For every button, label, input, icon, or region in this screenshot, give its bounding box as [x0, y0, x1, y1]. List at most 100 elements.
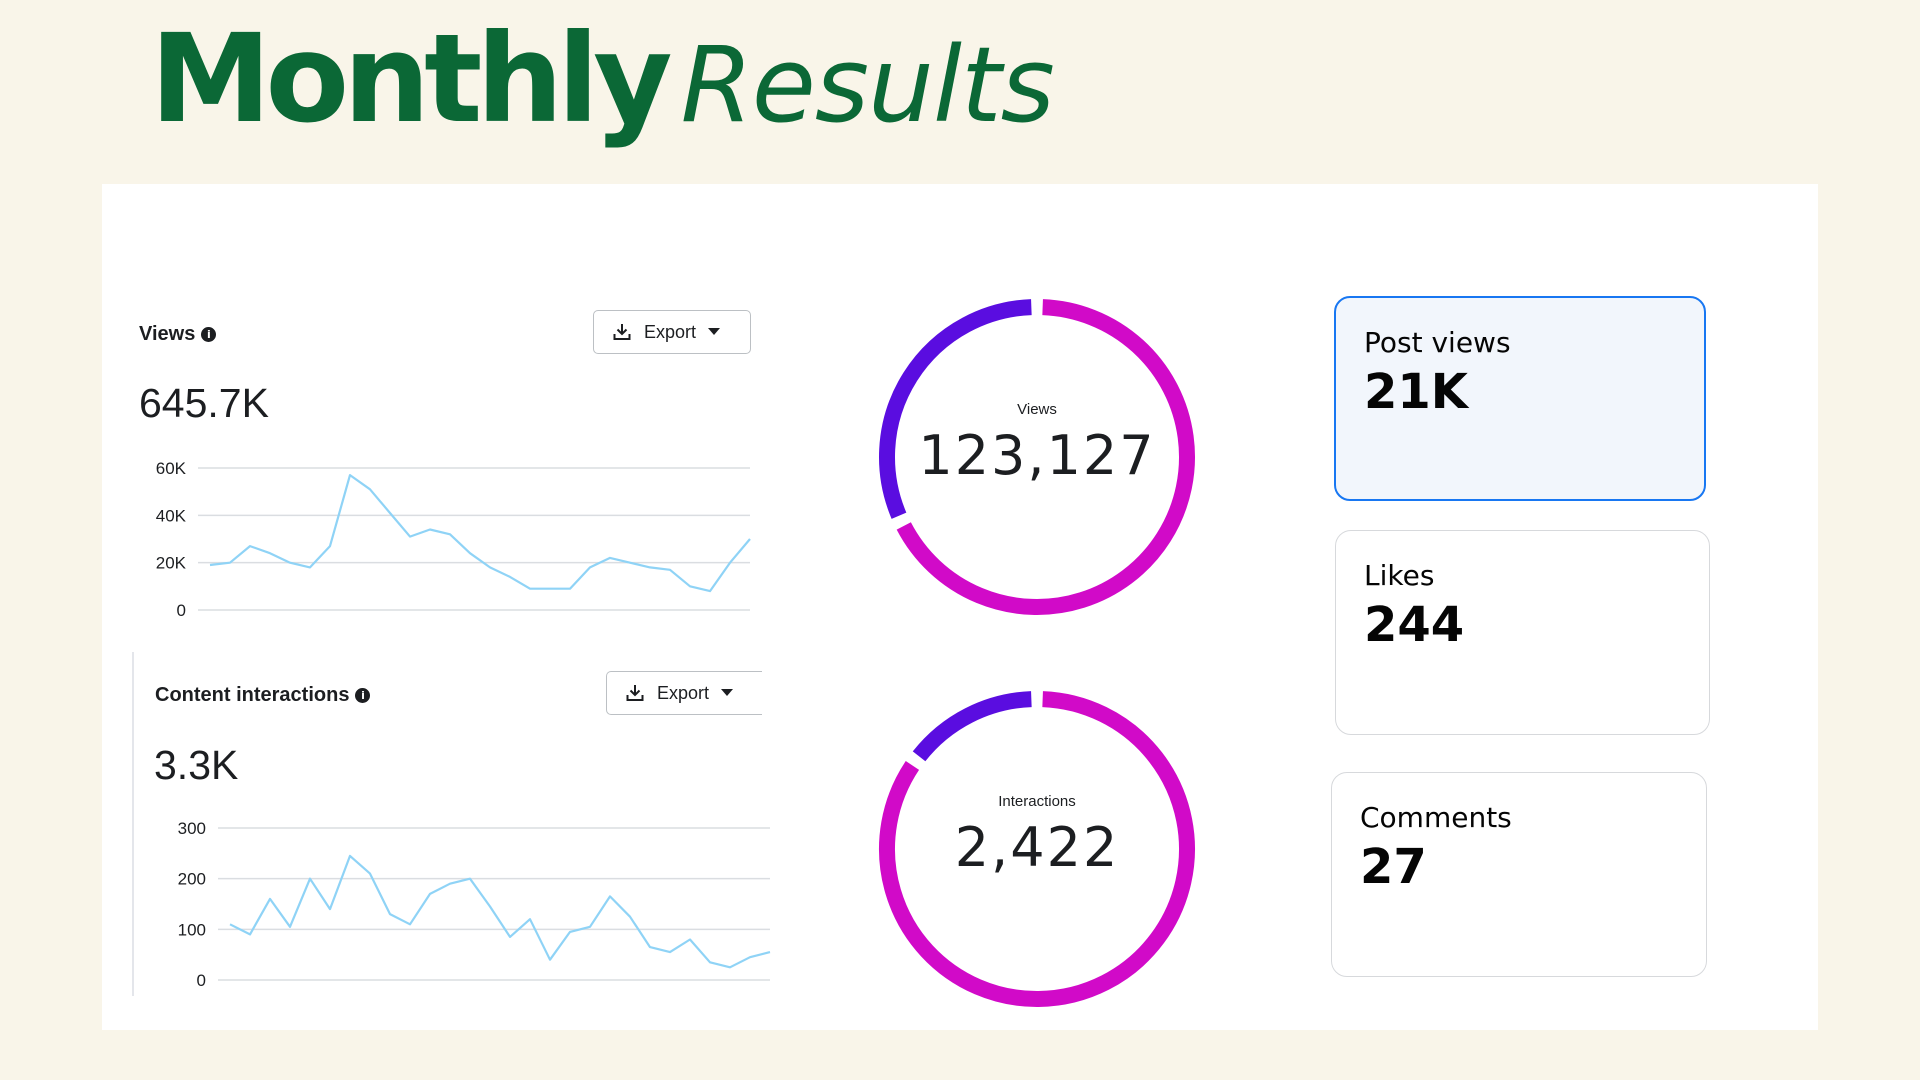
views-donut-value: 123,127 — [918, 424, 1156, 487]
interactions-data-point — [608, 894, 612, 898]
interactions-data-point — [588, 925, 592, 929]
views-data-point — [388, 511, 392, 515]
views-data-point — [568, 587, 572, 591]
views-export-button[interactable]: Export — [593, 310, 751, 354]
interactions-data-point — [488, 905, 492, 909]
interactions-export-label: Export — [657, 682, 710, 703]
title-results: Results — [680, 24, 1055, 146]
title-monthly: Monthly — [150, 8, 673, 150]
views-data-point — [508, 575, 512, 579]
views-data-point — [308, 565, 312, 569]
download-icon — [613, 324, 631, 340]
views-data-point — [748, 537, 752, 541]
interactions-data-point — [648, 945, 652, 949]
views-series-line — [209, 474, 751, 593]
views-donut-segment — [879, 299, 1032, 519]
views-data-point — [528, 587, 532, 591]
interactions-line-chart: 0 100 200 300 — [178, 819, 772, 990]
views-data-point — [248, 544, 252, 548]
interactions-data-point — [668, 950, 672, 954]
views-data-point — [728, 561, 732, 565]
views-data-point — [408, 535, 412, 539]
views-data-point — [368, 487, 372, 491]
interactions-y-tick-label: 300 — [178, 819, 206, 838]
views-data-point — [428, 528, 432, 532]
views-data-point — [468, 551, 472, 555]
interactions-data-point — [368, 872, 372, 876]
interactions-data-point — [248, 932, 252, 936]
views-y-tick-label: 0 — [177, 601, 186, 620]
interactions-donut-segment — [879, 691, 1195, 1007]
views-donut: Views — [879, 299, 1195, 615]
views-data-point — [228, 561, 232, 565]
interactions-data-point — [628, 915, 632, 919]
interactions-data-point — [748, 955, 752, 959]
interactions-donut-segment — [912, 691, 1032, 762]
interactions-data-point — [448, 882, 452, 886]
views-data-point — [288, 561, 292, 565]
comments-label: Comments — [1360, 801, 1512, 834]
views-y-tick-label: 40K — [156, 506, 187, 525]
views-data-point — [628, 561, 632, 565]
views-y-tick-label: 60K — [156, 459, 187, 478]
interactions-data-point — [688, 937, 692, 941]
views-total: 645.7K — [139, 380, 269, 426]
views-data-point — [708, 589, 712, 593]
interactions-data-point — [728, 965, 732, 969]
views-data-point — [548, 587, 552, 591]
likes-card[interactable]: Likes 244 — [1335, 530, 1710, 735]
interactions-data-point — [428, 892, 432, 896]
post-views-value: 21K — [1364, 364, 1468, 420]
interactions-data-point — [388, 912, 392, 916]
likes-label: Likes — [1364, 559, 1435, 592]
interactions-y-tick-label: 0 — [197, 971, 206, 990]
interactions-data-point — [468, 877, 472, 881]
views-data-point — [588, 565, 592, 569]
views-export-label: Export — [644, 321, 697, 342]
views-y-tick-label: 20K — [156, 554, 187, 573]
interactions-title: Content interactions i — [155, 684, 371, 707]
views-data-point — [668, 568, 672, 572]
interactions-data-point — [408, 922, 412, 926]
interactions-data-point — [508, 935, 512, 939]
views-data-point — [348, 473, 352, 477]
comments-value: 27 — [1360, 839, 1427, 895]
interactions-series-line — [229, 854, 771, 969]
interactions-data-point — [308, 877, 312, 881]
interactions-data-point — [268, 897, 272, 901]
interactions-donut-value: 2,422 — [954, 816, 1120, 879]
views-data-point — [448, 532, 452, 536]
interactions-data-point — [348, 854, 352, 858]
views-data-point — [688, 584, 692, 588]
interactions-donut-caption: Interactions — [998, 793, 1076, 810]
interactions-donut — [879, 691, 1195, 1007]
interactions-export-button[interactable]: Export — [606, 671, 762, 715]
post-views-card[interactable]: Post views 21K — [1334, 296, 1706, 501]
views-data-point — [488, 565, 492, 569]
interactions-y-tick-label: 200 — [178, 870, 206, 889]
interactions-data-point — [328, 907, 332, 911]
interactions-data-point — [288, 925, 292, 929]
download-icon — [626, 685, 644, 701]
interactions-data-point — [568, 930, 572, 934]
interactions-data-point — [768, 950, 772, 954]
views-data-point — [648, 565, 652, 569]
views-data-point — [208, 563, 212, 567]
interactions-data-point — [528, 917, 532, 921]
info-icon[interactable]: i — [201, 327, 217, 342]
caret-down-icon — [721, 689, 734, 696]
interactions-data-point — [548, 958, 552, 962]
interactions-title-label: Content interactions — [155, 684, 350, 706]
info-icon[interactable]: i — [355, 688, 371, 703]
views-title-label: Views — [139, 323, 196, 345]
views-data-point — [268, 551, 272, 555]
views-data-point — [328, 544, 332, 548]
views-donut-segment — [896, 299, 1195, 615]
comments-card[interactable]: Comments 27 — [1331, 772, 1707, 977]
interactions-y-tick-label: 100 — [178, 920, 206, 939]
likes-value: 244 — [1364, 597, 1465, 653]
panel-divider — [132, 652, 134, 996]
views-donut-caption: Views — [1017, 401, 1057, 418]
interactions-data-point — [228, 922, 232, 926]
interactions-data-point — [708, 960, 712, 964]
